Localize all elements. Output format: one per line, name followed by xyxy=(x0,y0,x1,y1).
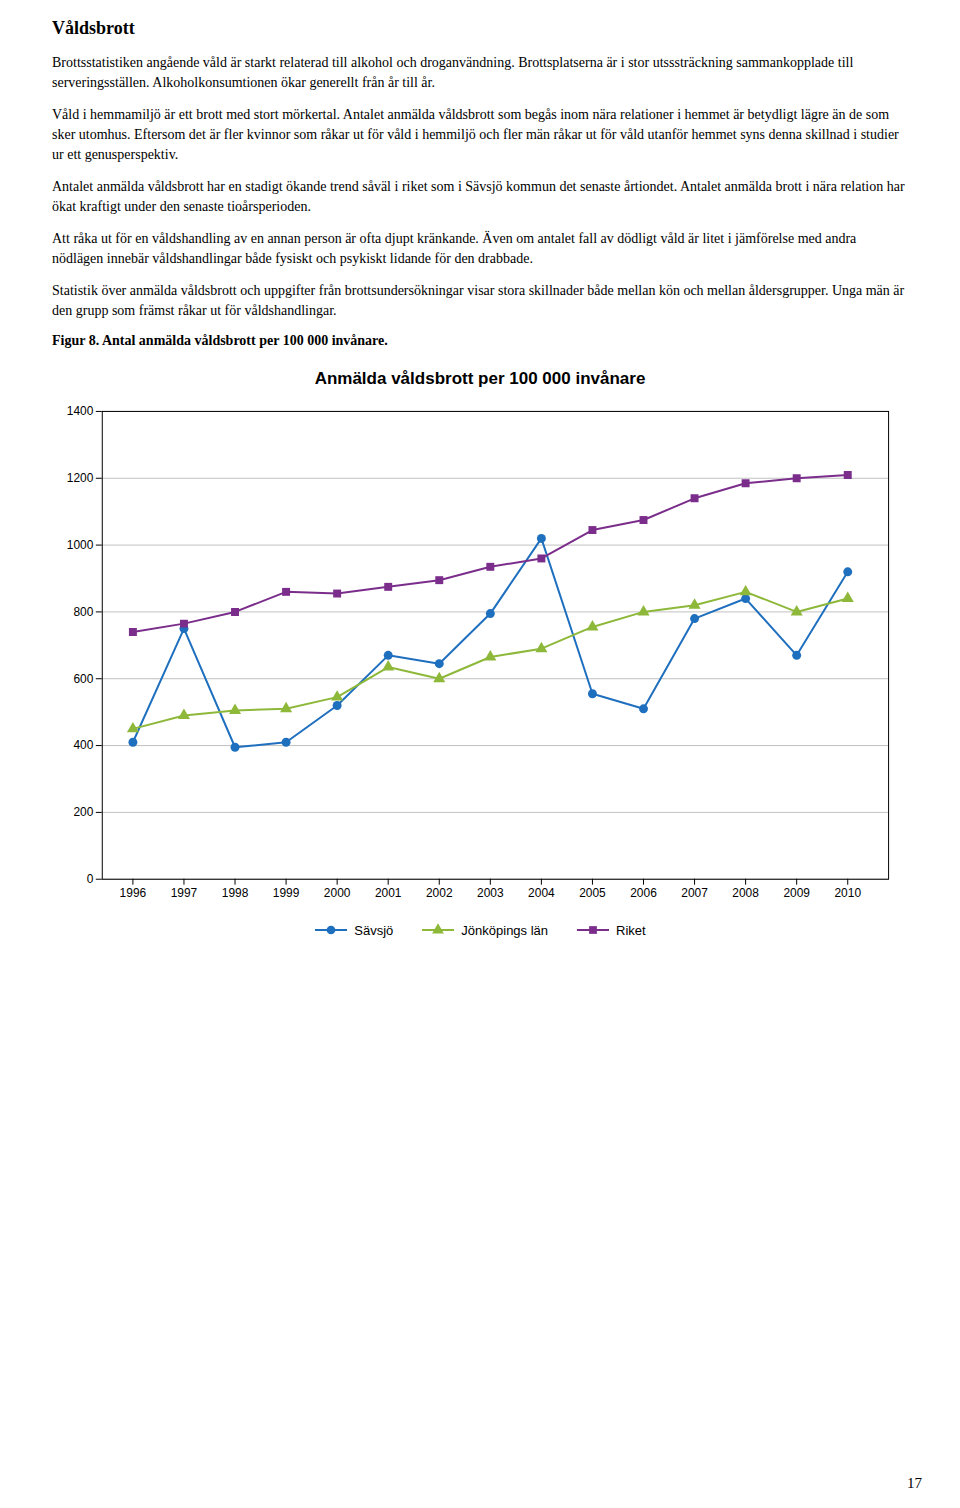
html-text:Brottsstatistiken angående vål: Brottsstatistiken angående våld är stark… xyxy=(52,55,854,90)
svg-text:600: 600 xyxy=(73,672,93,686)
svg-text:1200: 1200 xyxy=(67,471,94,485)
html-text:Statistik över anmälda våldsbr: Statistik över anmälda våldsbrott och up… xyxy=(52,283,905,318)
svg-text:2009: 2009 xyxy=(783,886,810,900)
svg-text:2004: 2004 xyxy=(528,886,555,900)
svg-text:2010: 2010 xyxy=(834,886,861,900)
html-text:17: 17 xyxy=(907,1475,922,1491)
html-text:Figur 8. Antal anmälda våldsbr: Figur 8. Antal anmälda våldsbrott per 10… xyxy=(52,333,388,348)
svg-text:1000: 1000 xyxy=(67,538,94,552)
html-text:Att råka ut för en våldshandli: Att råka ut för en våldshandling av en a… xyxy=(52,231,857,266)
svg-text:1997: 1997 xyxy=(171,886,198,900)
svg-text:200: 200 xyxy=(73,805,93,819)
svg-text:1400: 1400 xyxy=(67,404,94,418)
html-text:Antalet anmälda våldsbrott har: Antalet anmälda våldsbrott har en stadig… xyxy=(52,179,905,214)
svg-text:1998: 1998 xyxy=(222,886,249,900)
html-text:Sävsjö: Sävsjö xyxy=(354,922,394,938)
svg-text:2007: 2007 xyxy=(681,886,708,900)
svg-text:2001: 2001 xyxy=(375,886,402,900)
svg-text:800: 800 xyxy=(73,605,93,619)
html-text:Riket: Riket xyxy=(616,922,646,938)
html-text:Jönköpings län: Jönköpings län xyxy=(461,922,549,938)
svg-text:2000: 2000 xyxy=(324,886,351,900)
svg-text:1996: 1996 xyxy=(120,886,147,900)
html-text:Våldsbrott: Våldsbrott xyxy=(52,18,135,38)
svg-text:0: 0 xyxy=(87,872,94,886)
html-text:Våld i hemmamiljö är ett brott: Våld i hemmamiljö är ett brott med stort… xyxy=(52,107,899,162)
svg-text:2006: 2006 xyxy=(630,886,657,900)
svg-text:2003: 2003 xyxy=(477,886,504,900)
svg-text:2002: 2002 xyxy=(426,886,453,900)
svg-text:2005: 2005 xyxy=(579,886,606,900)
svg-text:2008: 2008 xyxy=(732,886,759,900)
html-text:Anmälda våldsbrott per 100 000: Anmälda våldsbrott per 100 000 invånare xyxy=(314,369,646,388)
svg-text:400: 400 xyxy=(73,738,93,752)
svg-text:1999: 1999 xyxy=(273,886,300,900)
